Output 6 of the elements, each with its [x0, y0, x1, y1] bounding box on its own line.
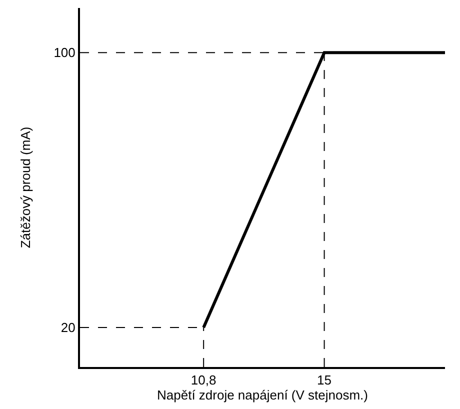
y-tick-label: 20: [60, 320, 76, 336]
x-tick-label: 10,8: [190, 372, 216, 388]
y-tick-label: 100: [54, 45, 76, 60]
x-axis-title: Napětí zdroje napájení (V stejnosm.): [157, 388, 368, 403]
y-axis-title: Zátěžový proud (mA): [18, 126, 34, 248]
x-tick-label: 15: [317, 372, 332, 388]
